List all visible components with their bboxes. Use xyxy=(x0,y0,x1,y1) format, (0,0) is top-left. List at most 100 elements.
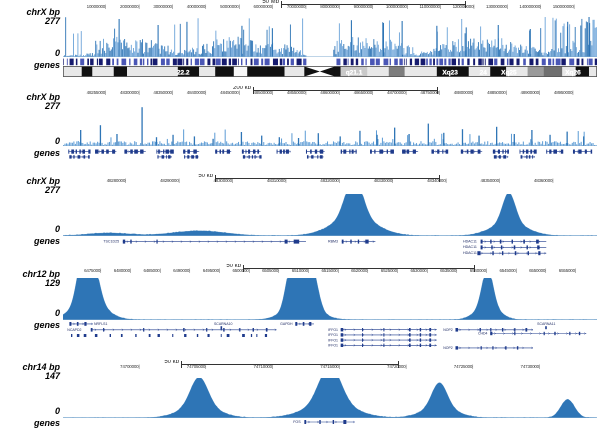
panel-3-coverage-track[interactable] xyxy=(63,194,597,236)
tick-label: 74730000| xyxy=(520,364,541,369)
panel-5-gene-models-svg: FOS xyxy=(293,420,355,424)
tick-label: 48550000| xyxy=(286,90,307,95)
panel-1-genes-label: genes xyxy=(33,60,60,70)
tick-label: 48310000| xyxy=(266,178,287,183)
panel-4-scalebar: 50 kb xyxy=(226,264,475,274)
tick-label: 48500000| xyxy=(253,90,274,95)
tick-label: 48300000| xyxy=(213,178,233,183)
tick-label: 6525000| xyxy=(380,268,398,273)
tick-label: 120000000| xyxy=(452,4,475,9)
panel-5-ruler[interactable]: 50 kb 74700000| 74705000| 74710000| 7471500… xyxy=(63,360,597,373)
panel-3-ruler[interactable]: 50 kb 48280000| 48290000| 48300000| 4831000… xyxy=(63,174,597,187)
panel-2-max-label: 277 xyxy=(44,101,60,112)
panel-chrX-200kb: chrX bp 277 0 genes 200 kb 48255000| 4830… xyxy=(0,86,600,172)
panel-2-scalebar-cap-left xyxy=(253,87,254,94)
tick-label: 48450000| xyxy=(220,90,240,95)
gene-label: IFFO1 xyxy=(328,338,338,342)
panel-1-zero-label: 0 xyxy=(54,48,60,58)
panel-2-row-label: chrX bp 277 xyxy=(0,92,60,112)
panel-1-scalebar-cap-left xyxy=(281,1,282,8)
panel-4-scalebar-cap-right xyxy=(474,265,475,272)
tick-label: 48320000| xyxy=(320,178,340,183)
tick-label: 6540000| xyxy=(469,268,487,273)
tick-label: 48360000| xyxy=(533,178,554,183)
panel-2-gene-models[interactable] xyxy=(63,146,597,162)
gene-label: IFFO1 xyxy=(328,333,338,337)
tick-label: 150000000| xyxy=(552,4,575,9)
ideogram-band-label: 22.2 xyxy=(177,70,190,77)
panel-5-coverage-track[interactable] xyxy=(63,378,597,418)
panel-1-scalebar: 50 Mb xyxy=(262,0,466,10)
panel-1-coverage-svg xyxy=(63,17,597,57)
tick-label: 100000000| xyxy=(385,4,408,9)
panel-5-genes-label: genes xyxy=(33,418,60,428)
tick-label: 48290000| xyxy=(160,178,180,183)
panel-3-tick-labels: 48280000| 48290000| 48300000| 48310000| 4832… xyxy=(63,178,597,187)
tick-label: 70000000| xyxy=(286,4,307,9)
tick-label: 48650000| xyxy=(353,90,374,95)
panel-chrX-50kb: chrX bp 277 0 genes 50 kb 48280000| 48290… xyxy=(0,172,600,262)
tick-label: 48340000| xyxy=(427,178,447,183)
gene-label: HDAC11 xyxy=(463,245,477,249)
panel-1-ideogram-svg: 22.2 q21.1 Xq23 24 Xq25 Xq26 xyxy=(63,66,597,77)
tick-label: 40000000| xyxy=(186,4,207,9)
ideogram-band-label: 24 xyxy=(480,70,488,77)
tick-label: 48700000| xyxy=(387,90,407,95)
panel-3-gene-models-svg: TSC1D25 RBM3 HDAC11 HDAC11 HDAC11 xyxy=(103,239,547,256)
panel-1-scale-label: 50 Mb xyxy=(262,0,279,5)
tick-label: 6535000| xyxy=(440,268,458,273)
panel-4-coverage-track[interactable] xyxy=(63,278,597,320)
panel-4-zero-label: 0 xyxy=(54,308,60,318)
gene-label: CHD4 xyxy=(478,332,488,336)
panel-5-scale-label: 50 kb xyxy=(164,360,179,365)
panel-5-tick-labels: 74700000| 74705000| 74710000| 74715000| 7472… xyxy=(63,364,597,373)
panel-1-chrom-label: chrX bp xyxy=(26,7,60,17)
panel-1-ruler[interactable]: 50 Mb 10000000| 20000000| 30000000| 4000000… xyxy=(63,0,597,13)
ideogram-band-label: Xq26 xyxy=(565,70,581,77)
tick-label: 48750000| xyxy=(420,90,440,95)
gene-label: NOP2 xyxy=(443,328,453,332)
panel-5-scalebar: 50 kb xyxy=(164,360,399,370)
tick-label: 74705000| xyxy=(186,364,207,369)
panel-2-scalebar: 200 kb xyxy=(233,86,438,96)
panel-3-zero-label: 0 xyxy=(54,224,60,234)
tick-label: 10000000| xyxy=(86,4,107,9)
panel-1-gene-density[interactable] xyxy=(63,58,597,66)
tick-label: 90000000| xyxy=(353,4,374,9)
gene-label: HDAC11 xyxy=(463,251,477,255)
panel-1-row-label: chrX bp 277 xyxy=(0,7,60,27)
tick-label: 6520000| xyxy=(351,268,369,273)
panel-4-gene-models[interactable]: NRFLS1 SCARNA10 GAPDH NCAPD2 IFFO1 IFFO1 IFFO1… xyxy=(63,320,597,358)
gene-label: SCARNA11 xyxy=(537,322,555,326)
tick-label: 48280000| xyxy=(106,178,127,183)
tick-label: 30000000| xyxy=(153,4,173,9)
panel-3-gene-models[interactable]: TSC1D25 RBM3 HDAC11 HDAC11 HDAC11 xyxy=(63,236,597,262)
gene-label: NCAPD2 xyxy=(67,328,81,332)
panel-3-scalebar: 50 kb xyxy=(198,174,440,184)
tick-label: 48350000| xyxy=(480,178,500,183)
panel-1-ideogram[interactable]: 22.2 q21.1 Xq23 24 Xq25 Xq26 xyxy=(63,65,597,79)
panel-2-coverage-track[interactable] xyxy=(63,106,597,146)
tick-label: 48330000| xyxy=(373,178,394,183)
panel-5-row-label: chr14 bp 147 xyxy=(0,362,60,382)
panel-2-ruler[interactable]: 200 kb 48255000| 48300000| 48350000| 484000… xyxy=(63,86,597,99)
panel-3-scalebar-cap-left xyxy=(215,175,216,182)
panel-1-scalebar-cap-right xyxy=(465,1,466,8)
tick-label: 6495000| xyxy=(202,268,220,273)
panel-5-gene-models[interactable]: FOS xyxy=(63,418,597,432)
panel-3-coverage-svg xyxy=(63,194,597,236)
panel-chrX-overview: chrX bp 277 0 genes 50 Mb 10000000| 20000… xyxy=(0,0,600,86)
panel-1-coverage-track[interactable] xyxy=(63,17,597,57)
panel-5-scalebar-cap-right xyxy=(398,361,399,368)
panel-4-ruler[interactable]: 50 kb 6475000| 6480000| 6485000| 6490000| 64… xyxy=(63,264,597,277)
tick-label: 6530000| xyxy=(410,268,428,273)
panel-2-gene-models-svg xyxy=(68,149,593,159)
panel-3-scalebar-line xyxy=(215,178,440,179)
gene-label: GAPDH xyxy=(280,322,293,326)
panel-5-scalebar-cap-left xyxy=(181,361,182,368)
panel-5-chrom-label: chr14 bp xyxy=(22,362,60,372)
tick-label: 74720000| xyxy=(387,364,407,369)
tick-label: 48350000| xyxy=(153,90,173,95)
tick-label: 6480000| xyxy=(113,268,131,273)
tick-label: 20000000| xyxy=(120,4,140,9)
